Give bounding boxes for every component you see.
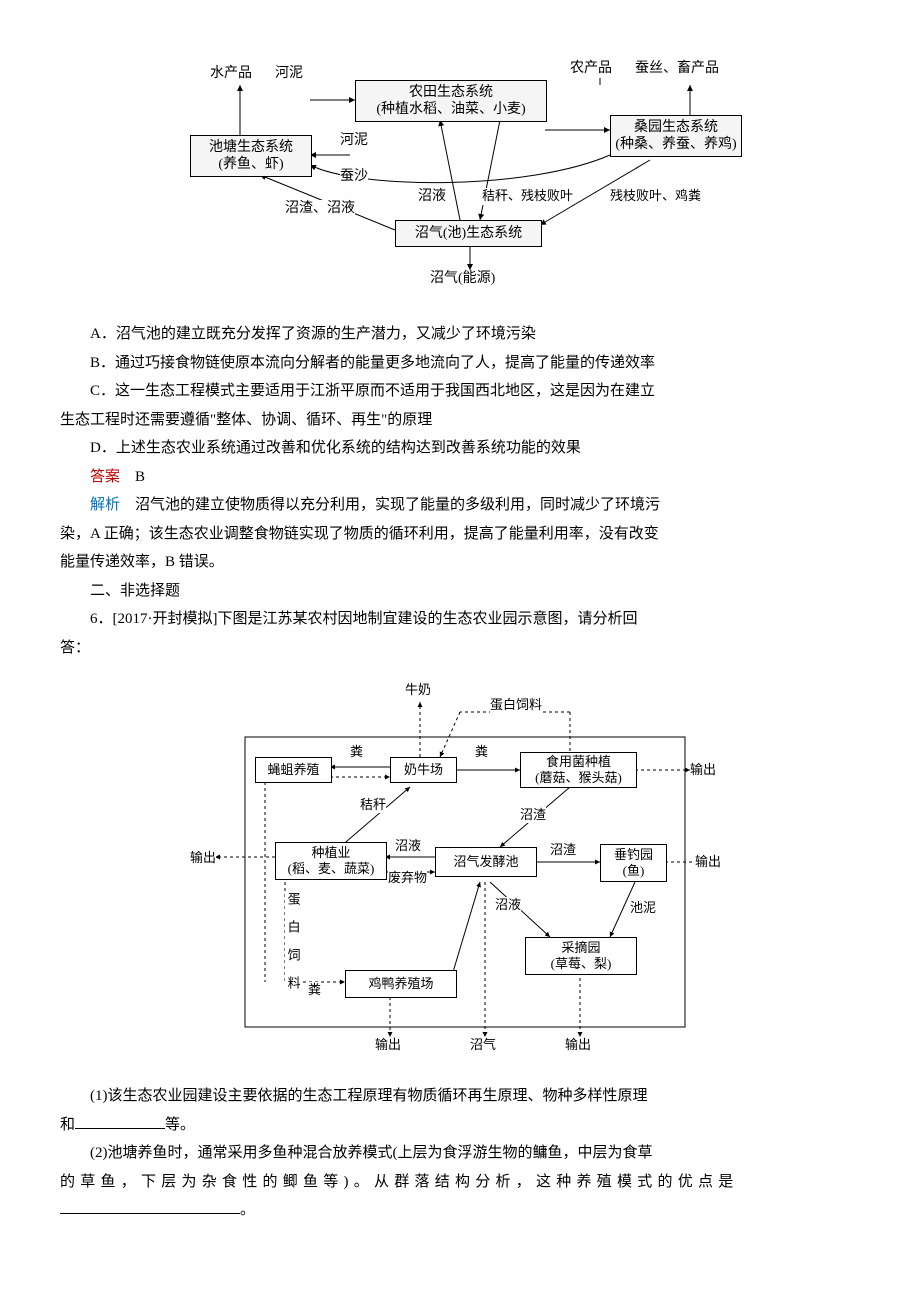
d2-zhaozha1: 沼渣 <box>520 807 546 823</box>
d2-biogas-box: 沼气发酵池 <box>435 847 537 877</box>
sub2-line-c: 。 <box>60 1196 860 1225</box>
d1-energy: 沼气(能源) <box>430 270 495 288</box>
d1-mulberry-l1: 桑园生态系统 <box>634 119 718 137</box>
d1-farmproducts: 农产品 <box>570 60 612 78</box>
d2-out-l: 输出 <box>190 850 216 866</box>
d2-fishing-l1: 垂钓园 <box>614 847 653 863</box>
q6-line-1: 6．[2017·开封模拟]下图是江苏某农村因地制宜建设的生态农业园示意图，请分析… <box>60 605 860 634</box>
d1-farmland-l2: (种植水稻、油菜、小麦) <box>376 101 525 119</box>
d2-mushroom-l2: (蘑菇、猴头菇) <box>535 770 622 786</box>
option-a: A．沼气池的建立既充分发挥了资源的生产潜力，又减少了环境污染 <box>60 320 860 349</box>
d2-poultry: 鸡鸭养殖场 <box>368 976 433 992</box>
sub1-line-a: (1)该生态农业园建设主要依据的生态工程原理有物质循环再生原理、物种多样性原理 <box>60 1082 860 1111</box>
d1-zhaozha: 沼渣、沼液 <box>285 200 355 218</box>
d2-protein-top: 蛋白饲料 <box>490 697 542 713</box>
d2-planting-box: 种植业 (稻、麦、蔬菜) <box>275 842 387 880</box>
sub2-c-text: 。 <box>240 1202 255 1218</box>
d2-out-b1: 输出 <box>375 1037 401 1053</box>
d2-mushroom-l1: 食用菌种植 <box>546 754 611 770</box>
diagram-2: 牛奶 蛋白饲料 蝇蛆养殖 粪 奶牛场 粪 食用菌种植 (蘑菇、猴头菇) 输出 秸… <box>190 682 730 1062</box>
d2-poultry-box: 鸡鸭养殖场 <box>345 970 457 998</box>
d2-jiegan: 秸秆 <box>360 797 386 813</box>
d1-mulberry-box: 桑园生态系统 (种桑、养蚕、养鸡) <box>610 115 742 157</box>
d1-pond-box: 池塘生态系统 (养鱼、虾) <box>190 135 312 177</box>
d2-out-b2: 输出 <box>565 1037 591 1053</box>
explain-line-1: 解析 沼气池的建立使物质得以充分利用，实现了能量的多级利用，同时减少了环境污 <box>60 491 860 520</box>
diagram-1: 水产品 河泥 农产品 蚕丝、畜产品 农田生态系统 (种植水稻、油菜、小麦) 池塘… <box>180 60 740 300</box>
answer-text: B <box>135 469 145 485</box>
d2-mushroom-box: 食用菌种植 (蘑菇、猴头菇) <box>520 752 637 788</box>
d2-protein-left: 蛋 白 饲 料 <box>285 892 301 989</box>
option-c-2: 生态工程时还需要遵循"整体、协调、循环、再生"的原理 <box>60 406 860 435</box>
d2-dairy-box: 奶牛场 <box>390 757 457 783</box>
d2-zhaozha2: 沼渣 <box>550 842 576 858</box>
d1-biogas-box: 沼气(池)生态系统 <box>395 220 542 247</box>
d1-jiegan: 秸秆、残枝败叶 <box>482 188 573 205</box>
d1-farmland-box: 农田生态系统 (种植水稻、油菜、小麦) <box>355 80 547 122</box>
d1-farmland-l1: 农田生态系统 <box>409 84 493 102</box>
d2-zhaoye1: 沼液 <box>395 838 421 854</box>
d2-chini: 池泥 <box>630 900 656 916</box>
d2-dairy: 奶牛场 <box>404 762 443 778</box>
d1-mud2: 河泥 <box>340 132 368 150</box>
q6-line-2: 答： <box>60 634 860 663</box>
d2-orchard-l1: 采摘园 <box>561 940 600 956</box>
explain-label: 解析 <box>90 497 120 513</box>
d2-planting-l2: (稻、麦、蔬菜) <box>288 861 375 877</box>
d1-biogas-l1: 沼气(池)生态系统 <box>415 225 522 243</box>
d2-zhaoye2: 沼液 <box>495 897 521 913</box>
d2-maggot-box: 蝇蛆养殖 <box>255 757 332 783</box>
section-2: 二、非选择题 <box>60 577 860 606</box>
d2-maggot: 蝇蛆养殖 <box>267 762 319 778</box>
option-c-1: C．这一生态工程模式主要适用于江浙平原而不适用于我国西北地区，这是因为在建立 <box>60 377 860 406</box>
d2-feces2: 粪 <box>475 744 488 760</box>
d2-fishing-l2: (鱼) <box>623 863 645 879</box>
option-d: D．上述生态农业系统通过改善和优化系统的结构达到改善系统功能的效果 <box>60 434 860 463</box>
answer-line: 答案 B <box>60 463 860 492</box>
d1-cansha: 蚕沙 <box>340 168 368 186</box>
explain-1: 沼气池的建立使物质得以充分利用，实现了能量的多级利用，同时减少了环境污 <box>135 497 660 513</box>
d2-milk: 牛奶 <box>405 682 431 698</box>
sub1-c-text: 等。 <box>165 1117 195 1133</box>
sub2-line-b: 的草鱼，下层为杂食性的鲫鱼等)。从群落结构分析，这种养殖模式的优点是 <box>60 1168 860 1197</box>
sub1-b-text: 和 <box>60 1117 75 1133</box>
d1-mulberry-l2: (种桑、养蚕、养鸡) <box>615 136 736 154</box>
d1-mud1: 河泥 <box>275 65 303 83</box>
d1-pond-l2: (养鱼、虾) <box>218 156 283 174</box>
explain-line-3: 能量传递效率，B 错误。 <box>60 548 860 577</box>
d2-orchard-box: 采摘园 (草莓、梨) <box>525 937 637 975</box>
explain-line-2: 染，A 正确；该生态农业调整食物链实现了物质的循环利用，提高了能量利用率，没有改… <box>60 520 860 549</box>
d2-out1: 输出 <box>690 762 716 778</box>
d2-feces1: 粪 <box>350 744 363 760</box>
answer-label: 答案 <box>90 469 120 485</box>
d2-fishing-box: 垂钓园 (鱼) <box>600 844 667 882</box>
d1-pond-l1: 池塘生态系统 <box>209 139 293 157</box>
blank-1 <box>75 1113 165 1129</box>
option-b: B．通过巧接食物链使原本流向分解者的能量更多地流向了人，提高了能量的传递效率 <box>60 349 860 378</box>
d2-feiqiwu: 废弃物 <box>388 870 427 886</box>
d1-silk: 蚕丝、畜产品 <box>635 60 719 78</box>
sub2-line-a: (2)池塘养鱼时，通常采用多鱼种混合放养模式(上层为食浮游生物的鳙鱼，中层为食草 <box>60 1139 860 1168</box>
d1-canzhi: 残枝败叶、鸡粪 <box>610 188 701 205</box>
d1-aquatic: 水产品 <box>210 65 252 83</box>
d2-zhaoqi: 沼气 <box>470 1037 496 1053</box>
blank-2 <box>60 1198 240 1214</box>
d2-biogas: 沼气发酵池 <box>453 854 518 870</box>
sub1-line-b: 和 等。 <box>60 1111 860 1140</box>
d2-out-r: 输出 <box>695 854 721 870</box>
d2-feces3: 粪 <box>308 982 321 998</box>
d2-planting-l1: 种植业 <box>311 845 350 861</box>
d2-orchard-l2: (草莓、梨) <box>551 956 612 972</box>
d1-zhaoye: 沼液 <box>418 188 446 206</box>
